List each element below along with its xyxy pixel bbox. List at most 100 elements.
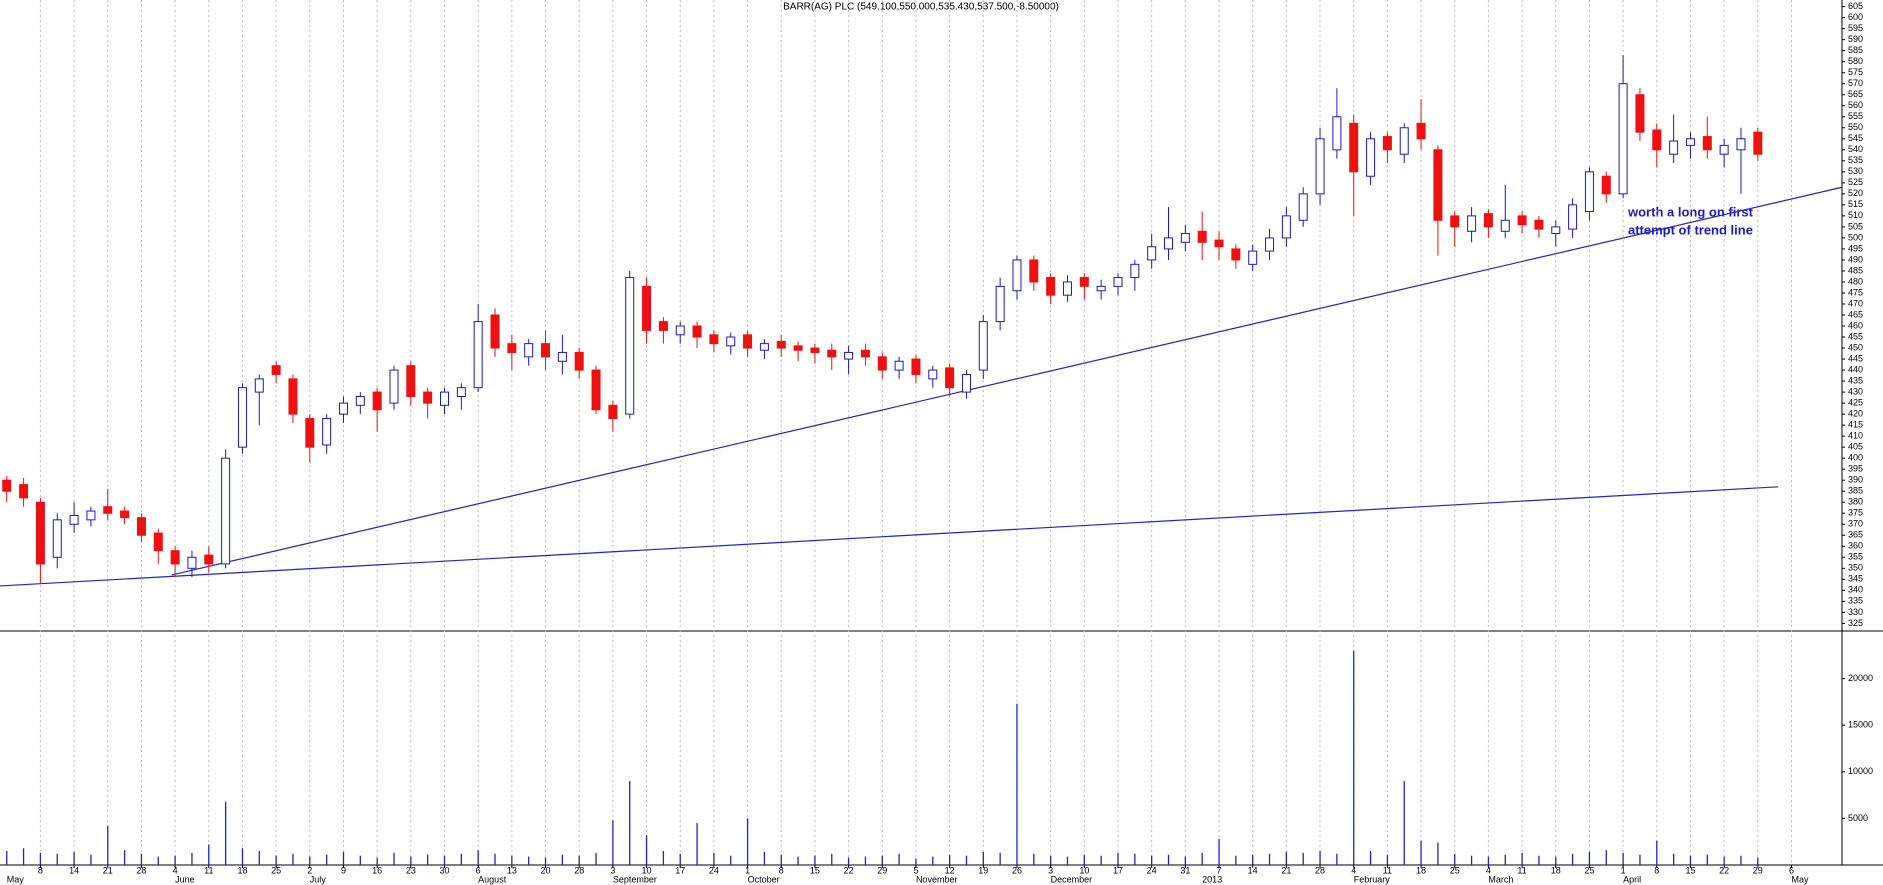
candle-body: [776, 340, 786, 349]
y-tick-label: 595: [1848, 23, 1863, 33]
candle-body: [1736, 138, 1746, 151]
candle-body: [877, 356, 887, 371]
candle-body: [642, 285, 652, 331]
x-tick-label: 19: [978, 865, 988, 875]
y-tick-label: 350: [1848, 563, 1863, 573]
x-tick-label: 17: [1113, 865, 1123, 875]
x-tick-label: 8: [38, 865, 43, 875]
candle-body: [1113, 277, 1123, 287]
candle-body: [1416, 122, 1426, 140]
y-tick-label: 335: [1848, 596, 1863, 606]
y-tick-label: 600: [1848, 12, 1863, 22]
y-tick-label: 430: [1848, 386, 1863, 396]
x-tick-label: 10: [642, 865, 652, 875]
candle-body: [254, 378, 264, 393]
x-tick-label: 8: [1654, 865, 1659, 875]
x-tick-label: 7: [1217, 865, 1222, 875]
volume-tick-label: 10000: [1848, 766, 1873, 776]
x-tick-label: 29: [877, 865, 887, 875]
candle-body: [2, 479, 12, 492]
candle-body: [1366, 138, 1376, 177]
candle-body: [1298, 193, 1308, 221]
month-label: March: [1488, 874, 1513, 884]
y-tick-label: 580: [1848, 56, 1863, 66]
chart-title: BARR(AG) PLC (549.100,550.000,535.430,53…: [783, 2, 1059, 13]
candle-body: [1265, 237, 1275, 252]
y-tick-label: 540: [1848, 144, 1863, 154]
x-tick-label: 4: [1351, 865, 1356, 875]
y-tick-label: 405: [1848, 442, 1863, 452]
candle-body: [608, 404, 618, 420]
candle-body: [810, 347, 820, 353]
month-label: December: [1051, 874, 1093, 884]
y-tick-label: 370: [1848, 519, 1863, 529]
y-tick-label: 490: [1848, 254, 1863, 264]
candle-body: [844, 351, 854, 360]
y-tick-label: 380: [1848, 497, 1863, 507]
x-tick-label: 15: [1685, 865, 1695, 875]
y-tick-label: 340: [1848, 585, 1863, 595]
candle-body: [136, 517, 146, 536]
y-tick-label: 325: [1848, 618, 1863, 628]
x-tick-label: 22: [1719, 865, 1729, 875]
candle-body: [1096, 285, 1106, 292]
candle-body: [1231, 248, 1241, 261]
month-label: November: [916, 874, 958, 884]
candle-body: [153, 532, 163, 552]
candle-body: [372, 391, 382, 411]
candle-body: [1180, 232, 1190, 243]
month-label: 2013: [1202, 874, 1222, 884]
candle-body: [1601, 175, 1611, 195]
x-tick-label: 21: [103, 865, 113, 875]
candle-body: [456, 387, 466, 398]
trend-line: [0, 486, 1779, 587]
y-tick-label: 565: [1848, 89, 1863, 99]
trend-line: [171, 186, 1843, 576]
y-tick-label: 570: [1848, 78, 1863, 88]
candle-body: [827, 349, 837, 358]
x-tick-label: 20: [541, 865, 551, 875]
y-tick-label: 515: [1848, 199, 1863, 209]
candle-body: [1618, 83, 1628, 195]
candle-body: [1467, 215, 1477, 232]
x-tick-label: 3: [610, 865, 615, 875]
x-tick-label: 2: [307, 865, 312, 875]
x-tick-label: 14: [69, 865, 79, 875]
y-tick-label: 425: [1848, 397, 1863, 407]
x-tick-label: 25: [1450, 865, 1460, 875]
candle-body: [1669, 140, 1679, 155]
month-label: September: [613, 874, 657, 884]
candle-body: [237, 387, 247, 448]
x-tick-label: 26: [1012, 865, 1022, 875]
y-tick-label: 530: [1848, 166, 1863, 176]
candle-body: [1130, 263, 1140, 279]
candle-body: [709, 334, 719, 345]
x-tick-label: 18: [1416, 865, 1426, 875]
candle-body: [1012, 259, 1022, 292]
y-tick-label: 360: [1848, 541, 1863, 551]
x-tick-label: 11: [204, 865, 213, 875]
x-tick-label: 31: [1180, 865, 1190, 875]
candle-body: [440, 391, 450, 406]
candle-body: [557, 351, 567, 362]
month-label: October: [748, 874, 780, 884]
x-tick-label: 28: [136, 865, 146, 875]
month-label: August: [478, 874, 507, 884]
candle-body: [675, 325, 685, 336]
y-tick-label: 465: [1848, 309, 1863, 319]
candle-body: [1164, 237, 1174, 250]
y-tick-label: 440: [1848, 364, 1863, 374]
candle-body: [1147, 246, 1157, 261]
x-tick-label: 15: [810, 865, 820, 875]
x-tick-label: 11: [1517, 865, 1526, 875]
candle-body: [1719, 144, 1729, 155]
candle-body: [743, 334, 753, 349]
candle-body: [52, 519, 62, 558]
candle-body: [35, 501, 45, 565]
candle-body: [1433, 149, 1443, 221]
y-tick-label: 520: [1848, 188, 1863, 198]
candle-body: [1214, 239, 1224, 248]
candle-body: [507, 343, 517, 353]
